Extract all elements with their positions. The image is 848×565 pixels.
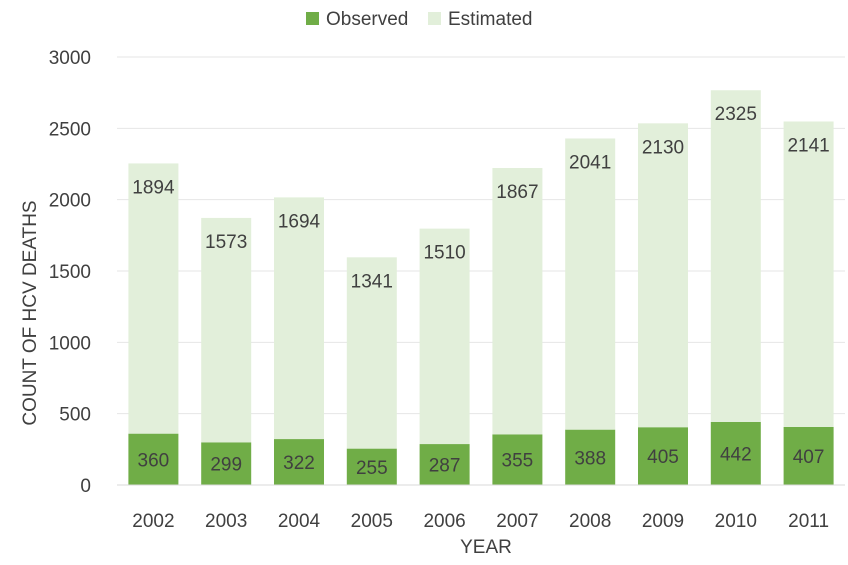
x-tick-label: 2008 — [569, 511, 611, 532]
axes: 0 500 1000 1500 2000 2500 3000 2002 2003 2004 2005… — [49, 48, 845, 532]
data-label-observed: 322 — [283, 453, 315, 474]
bar-estimated-2008 — [565, 138, 616, 430]
bar-estimated-2003 — [201, 217, 252, 443]
data-label-observed: 405 — [647, 447, 679, 468]
x-tick-label: 2005 — [351, 511, 393, 532]
data-label-observed: 388 — [574, 448, 606, 469]
bar-observed-2007 — [492, 434, 543, 485]
x-tick-label: 2009 — [642, 511, 684, 532]
bars — [128, 90, 834, 485]
bar-observed-2009 — [638, 427, 688, 485]
x-tick-label: 2010 — [715, 511, 757, 532]
data-label-observed: 255 — [356, 458, 388, 479]
x-tick-label: 2004 — [278, 511, 321, 532]
data-label-estimated: 1694 — [278, 211, 321, 232]
legend-label-observed: Observed — [326, 9, 408, 30]
legend-swatch-observed — [306, 12, 319, 25]
legend: Observed Estimated — [306, 9, 532, 30]
bar-estimated-2010 — [710, 90, 761, 422]
y-axis-title: COUNT OF HCV DEATHS — [20, 200, 41, 425]
data-labels: 360 1894 299 1573 322 1694 255 1341 287 1510 355 18… — [132, 104, 829, 479]
data-label-estimated: 2130 — [642, 137, 684, 158]
data-label-estimated: 2041 — [569, 152, 611, 173]
legend-swatch-estimated — [428, 12, 441, 25]
bar-estimated-2009 — [638, 123, 688, 428]
data-label-observed: 407 — [793, 447, 825, 468]
bar-observed-2002 — [128, 433, 179, 485]
x-tick-label: 2007 — [496, 511, 538, 532]
bar-observed-2004 — [274, 439, 324, 485]
bar-estimated-2004 — [274, 197, 324, 440]
bar-observed-2003 — [201, 442, 252, 485]
data-label-estimated: 1510 — [423, 243, 465, 264]
bar-estimated-2006 — [419, 228, 470, 445]
data-label-estimated: 1867 — [496, 182, 538, 203]
bar-estimated-2007 — [492, 167, 543, 435]
x-tick-label: 2011 — [788, 511, 829, 532]
data-label-observed: 299 — [210, 455, 242, 476]
bar-observed-2011 — [783, 426, 834, 485]
bar-estimated-2005 — [346, 257, 397, 449]
bar-estimated-2002 — [128, 163, 179, 434]
bar-observed-2005 — [346, 448, 397, 485]
x-tick-label: 2003 — [205, 511, 247, 532]
bar-observed-2008 — [565, 429, 616, 485]
bar-estimated-2011 — [783, 121, 834, 427]
data-label-estimated: 1573 — [205, 232, 247, 253]
x-axis-title: YEAR — [460, 537, 512, 558]
y-tick-label: 1000 — [49, 333, 91, 354]
data-label-estimated: 2141 — [787, 135, 829, 156]
legend-label-estimated: Estimated — [448, 9, 532, 30]
y-tick-label: 2000 — [49, 191, 91, 212]
data-label-observed: 355 — [502, 451, 534, 472]
data-label-observed: 442 — [720, 444, 752, 465]
y-tick-label: 1500 — [49, 262, 91, 283]
data-label-observed: 360 — [138, 450, 170, 471]
bar-observed-2010 — [710, 421, 761, 485]
bar-observed-2006 — [419, 444, 470, 485]
x-tick-label: 2006 — [423, 511, 465, 532]
y-tick-label: 3000 — [49, 48, 91, 69]
y-tick-label: 500 — [59, 405, 91, 426]
y-tick-label: 0 — [80, 476, 91, 497]
data-label-estimated: 2325 — [715, 104, 757, 125]
data-label-estimated: 1341 — [351, 271, 393, 292]
y-tick-label: 2500 — [49, 119, 91, 140]
x-tick-label: 2002 — [132, 511, 174, 532]
data-label-estimated: 1894 — [132, 177, 175, 198]
data-label-observed: 287 — [429, 456, 461, 477]
